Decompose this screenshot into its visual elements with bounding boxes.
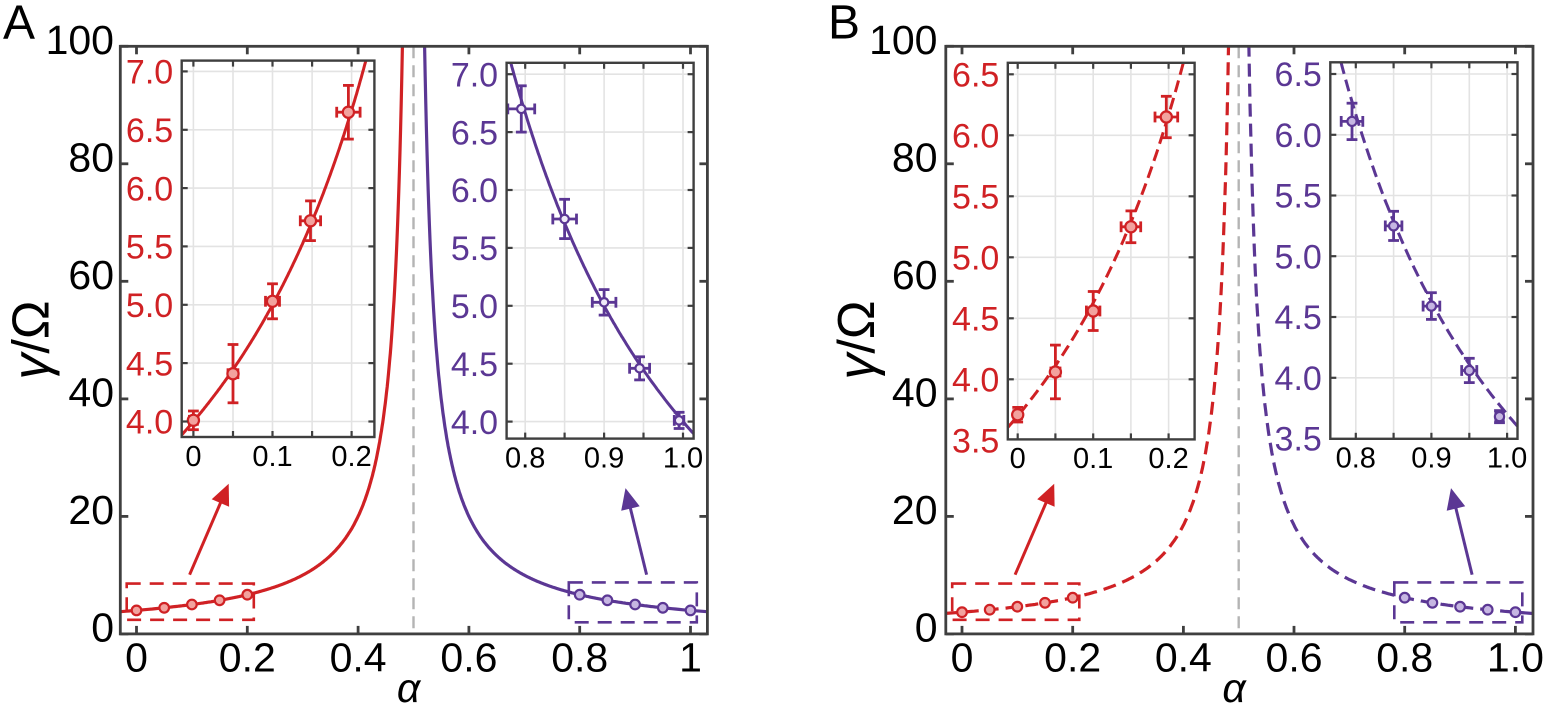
svg-text:7.0: 7.0 xyxy=(126,54,173,92)
svg-text:5.5: 5.5 xyxy=(451,230,498,268)
svg-text:100: 100 xyxy=(46,17,114,63)
svg-text:γ/Ω: γ/Ω xyxy=(828,300,886,379)
svg-text:γ/Ω: γ/Ω xyxy=(2,300,60,379)
svg-text:40: 40 xyxy=(68,369,114,415)
svg-text:80: 80 xyxy=(892,134,938,180)
svg-text:0.8: 0.8 xyxy=(551,635,608,681)
svg-text:0.9: 0.9 xyxy=(1411,443,1451,475)
svg-text:0.6: 0.6 xyxy=(440,635,497,681)
svg-text:α: α xyxy=(1222,665,1247,710)
svg-text:60: 60 xyxy=(68,252,114,298)
svg-text:1.0: 1.0 xyxy=(663,442,703,474)
svg-text:0: 0 xyxy=(185,441,201,473)
svg-text:4.0: 4.0 xyxy=(952,362,999,400)
svg-text:4.5: 4.5 xyxy=(1275,299,1322,337)
svg-text:0.1: 0.1 xyxy=(1073,443,1113,475)
svg-text:6.0: 6.0 xyxy=(1275,117,1322,155)
svg-text:3.5: 3.5 xyxy=(1275,421,1322,459)
svg-text:100: 100 xyxy=(869,17,937,63)
svg-text:5.5: 5.5 xyxy=(1275,178,1322,216)
svg-text:20: 20 xyxy=(892,487,938,533)
svg-text:0: 0 xyxy=(125,635,148,681)
svg-text:20: 20 xyxy=(68,487,114,533)
svg-text:6.0: 6.0 xyxy=(451,172,498,210)
svg-text:5.5: 5.5 xyxy=(952,179,999,217)
svg-text:0.8: 0.8 xyxy=(1336,443,1376,475)
svg-text:4.0: 4.0 xyxy=(451,404,498,442)
svg-text:0.1: 0.1 xyxy=(252,441,292,473)
svg-text:0.4: 0.4 xyxy=(1155,635,1212,681)
svg-text:0: 0 xyxy=(951,635,974,681)
svg-text:40: 40 xyxy=(892,369,938,415)
svg-text:0.4: 0.4 xyxy=(330,635,387,681)
svg-text:B: B xyxy=(828,0,860,50)
svg-text:6.0: 6.0 xyxy=(952,118,999,156)
svg-text:4.0: 4.0 xyxy=(1275,360,1322,398)
svg-text:0.2: 0.2 xyxy=(1044,635,1101,681)
svg-text:6.5: 6.5 xyxy=(126,112,173,150)
svg-text:0.8: 0.8 xyxy=(505,442,545,474)
svg-text:1.0: 1.0 xyxy=(1487,443,1527,475)
svg-text:4.5: 4.5 xyxy=(952,301,999,339)
svg-text:0: 0 xyxy=(915,605,938,651)
svg-text:1.0: 1.0 xyxy=(1487,635,1544,681)
svg-text:5.5: 5.5 xyxy=(126,229,173,267)
svg-text:1: 1 xyxy=(679,635,702,681)
svg-text:6.5: 6.5 xyxy=(451,114,498,152)
svg-text:60: 60 xyxy=(892,252,938,298)
svg-text:4.5: 4.5 xyxy=(451,346,498,384)
svg-text:0.2: 0.2 xyxy=(331,441,371,473)
svg-text:0.2: 0.2 xyxy=(1148,443,1188,475)
svg-text:4.5: 4.5 xyxy=(126,345,173,383)
svg-text:6.5: 6.5 xyxy=(952,57,999,95)
svg-text:0.6: 0.6 xyxy=(1266,635,1323,681)
svg-text:α: α xyxy=(397,665,422,710)
svg-text:6.5: 6.5 xyxy=(1275,56,1322,94)
svg-text:5.0: 5.0 xyxy=(1275,238,1322,276)
svg-text:5.0: 5.0 xyxy=(126,287,173,325)
svg-text:6.0: 6.0 xyxy=(126,170,173,208)
svg-text:0: 0 xyxy=(91,605,114,651)
svg-text:0.9: 0.9 xyxy=(584,442,624,474)
svg-text:7.0: 7.0 xyxy=(451,56,498,94)
svg-text:0: 0 xyxy=(1010,443,1026,475)
svg-text:3.5: 3.5 xyxy=(952,423,999,461)
svg-text:4.0: 4.0 xyxy=(126,404,173,442)
svg-text:5.0: 5.0 xyxy=(952,240,999,278)
svg-text:5.0: 5.0 xyxy=(451,288,498,326)
svg-text:0.8: 0.8 xyxy=(1376,635,1433,681)
svg-text:0.2: 0.2 xyxy=(219,635,276,681)
svg-text:80: 80 xyxy=(68,134,114,180)
svg-text:A: A xyxy=(3,0,35,50)
